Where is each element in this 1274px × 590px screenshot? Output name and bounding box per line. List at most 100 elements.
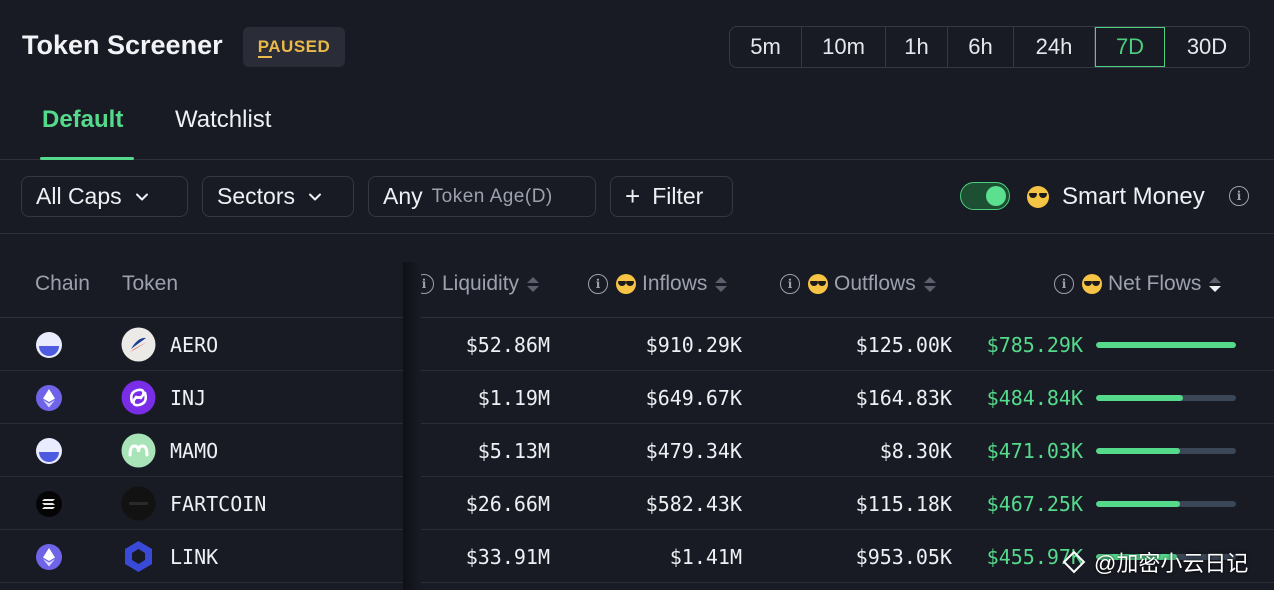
token-name: MAMO <box>170 438 219 463</box>
token-name: INJ <box>170 385 207 410</box>
info-icon[interactable]: i <box>780 274 800 294</box>
table-row[interactable]: MAMO $5.13M $479.34K $8.30K $471.03K <box>0 424 1274 477</box>
outflows-value: $8.30K <box>879 438 952 463</box>
table-row[interactable]: FARTCOIN $26.66M $582.43K $115.18K $467.… <box>0 477 1274 530</box>
sunglasses-icon <box>1027 186 1049 208</box>
inflows-value: $582.43K <box>645 491 742 516</box>
liquidity-value: $1.19M <box>477 385 550 410</box>
column-liquidity[interactable]: i Liquidity <box>414 272 540 296</box>
net-flows-bar-fill <box>1096 448 1180 454</box>
net-flows-bar-fill <box>1096 342 1236 348</box>
inj-token-icon <box>121 380 156 415</box>
net-flows-bar <box>1096 501 1236 507</box>
plus-icon: + <box>625 181 641 211</box>
token-age-label: Token Age(D) <box>431 185 553 207</box>
header: Token Screener PAUSED 5m 10m 1h 6h 24h 7… <box>0 0 1274 92</box>
inflows-value: $1.41M <box>669 544 742 569</box>
table-row[interactable]: AERO $52.86M $910.29K $125.00K $785.29K <box>0 318 1274 371</box>
column-inflows-label: Inflows <box>642 272 708 295</box>
timeframe-24h-button[interactable]: 24h <box>1014 27 1095 67</box>
column-net-flows-label: Net Flows <box>1108 272 1202 295</box>
link-token-icon <box>125 541 152 572</box>
solana-icon <box>36 491 62 517</box>
outflows-value: $164.83K <box>855 385 952 410</box>
timeframe-1h-button[interactable]: 1h <box>886 27 948 67</box>
tab-watchlist[interactable]: Watchlist <box>175 106 272 133</box>
add-filter-label: Filter <box>652 183 704 209</box>
timeframe-10m-button[interactable]: 10m <box>802 27 886 67</box>
base-icon <box>36 438 62 464</box>
net-flows-value: $785.29K <box>986 332 1083 357</box>
table-header: Chain Token i Liquidity i Inflows i Outf… <box>0 234 1274 318</box>
sort-icon[interactable] <box>923 276 936 292</box>
chevron-down-icon <box>308 193 321 200</box>
outflows-value: $115.18K <box>855 491 952 516</box>
column-outflows[interactable]: i Outflows <box>780 272 936 296</box>
sort-desc-icon[interactable] <box>1209 276 1222 292</box>
toggle-knob <box>986 186 1006 206</box>
add-filter-button[interactable]: + Filter <box>610 176 733 217</box>
liquidity-value: $33.91M <box>465 544 550 569</box>
timeframe-6h-button[interactable]: 6h <box>948 27 1014 67</box>
status-badge: PAUSED <box>243 27 345 67</box>
net-flows-value: $484.84K <box>986 385 1083 410</box>
net-flows-bar <box>1096 554 1236 560</box>
sectors-dropdown-label: Sectors <box>217 183 295 209</box>
chevron-down-icon <box>135 193 148 200</box>
sunglasses-icon <box>616 274 636 294</box>
status-badge-label: PAUSED <box>257 37 331 56</box>
caps-dropdown-label: All Caps <box>36 183 122 209</box>
info-icon[interactable]: i <box>1054 274 1074 294</box>
info-icon[interactable]: i <box>588 274 608 294</box>
watermark: @加密小云日记 <box>1062 546 1248 578</box>
sunglasses-icon <box>1082 274 1102 294</box>
net-flows-bar-fill <box>1096 501 1180 507</box>
net-flows-bar-fill <box>1096 395 1183 401</box>
filter-bar: All Caps Sectors Any Token Age(D) + Filt… <box>0 160 1274 234</box>
smart-money-toggle[interactable] <box>960 182 1010 210</box>
column-token: Token <box>122 272 179 295</box>
net-flows-value: $467.25K <box>986 491 1083 516</box>
liquidity-value: $52.86M <box>465 332 550 357</box>
token-age-value: Any <box>383 183 423 209</box>
outflows-value: $953.05K <box>855 544 952 569</box>
timeframe-5m-button[interactable]: 5m <box>730 27 802 67</box>
liquidity-value: $26.66M <box>465 491 550 516</box>
net-flows-value: $455.97K <box>986 544 1083 569</box>
token-name: AERO <box>170 332 219 357</box>
status-underline <box>258 56 272 58</box>
tab-bar: Default Watchlist <box>0 92 1274 160</box>
net-flows-bar <box>1096 448 1236 454</box>
column-net-flows[interactable]: i Net Flows <box>1054 272 1222 296</box>
net-flows-bar <box>1096 395 1236 401</box>
outflows-value: $125.00K <box>855 332 952 357</box>
sort-icon[interactable] <box>527 276 540 292</box>
token-name: FARTCOIN <box>170 491 267 516</box>
tab-default[interactable]: Default <box>42 106 124 133</box>
ethereum-icon <box>36 544 62 570</box>
aero-token-icon <box>121 327 156 362</box>
table-row[interactable]: LINK $33.91M $1.41M $953.05K $455.97K <box>0 530 1274 583</box>
token-age-filter[interactable]: Any Token Age(D) <box>368 176 596 217</box>
inflows-value: $649.67K <box>645 385 742 410</box>
sort-icon[interactable] <box>715 276 728 292</box>
table-row[interactable]: INJ $1.19M $649.67K $164.83K $484.84K <box>0 371 1274 424</box>
timeframe-7d-button[interactable]: 7D <box>1095 27 1165 67</box>
timeframe-30d-button[interactable]: 30D <box>1186 34 1228 59</box>
inflows-value: $910.29K <box>645 332 742 357</box>
page-title: Token Screener <box>22 30 223 60</box>
binance-logo-icon <box>1062 550 1086 574</box>
caps-dropdown[interactable]: All Caps <box>21 176 188 217</box>
net-flows-bar <box>1096 342 1236 348</box>
active-tab-indicator <box>40 157 134 160</box>
timeframe-selector: 5m 10m 1h 6h 24h 7D 30D <box>729 26 1250 68</box>
smart-money-label: Smart Money <box>1062 183 1205 210</box>
token-name: LINK <box>170 544 219 569</box>
base-icon <box>36 332 62 358</box>
info-icon[interactable]: i <box>1229 186 1249 206</box>
column-liquidity-label: Liquidity <box>442 272 520 295</box>
column-inflows[interactable]: i Inflows <box>588 272 728 296</box>
column-outflows-label: Outflows <box>834 272 916 295</box>
sectors-dropdown[interactable]: Sectors <box>202 176 354 217</box>
column-chain: Chain <box>35 272 90 295</box>
